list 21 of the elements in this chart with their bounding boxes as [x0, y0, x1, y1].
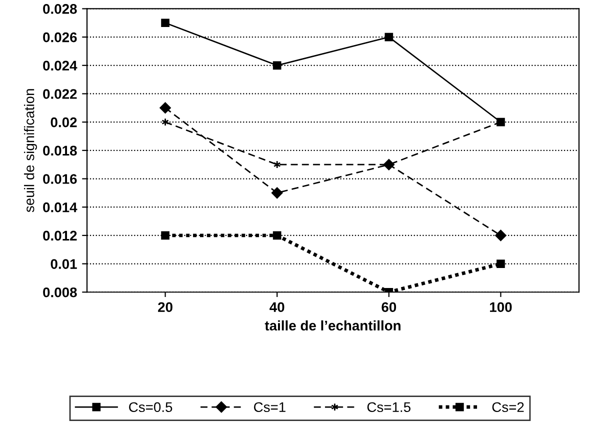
- y-axis-title: seuil de signification: [24, 89, 37, 212]
- legend-label: Cs=2: [492, 402, 524, 412]
- y-tick-label: 0.008: [43, 287, 77, 298]
- legend-label: Cs=0.5: [129, 402, 172, 412]
- y-tick-label: 0.014: [43, 202, 78, 212]
- x-axis-title: taille de l’echantillon: [264, 320, 400, 331]
- y-tick-label: 0.016: [43, 174, 77, 184]
- legend-label: Cs=1: [254, 402, 286, 412]
- y-tick-label: 0.01: [50, 259, 77, 269]
- y-tick-label: 0.012: [43, 230, 77, 241]
- x-tick-label: 20: [158, 302, 172, 312]
- x-tick-label: 60: [382, 302, 396, 312]
- y-tick-label: 0.026: [43, 32, 77, 42]
- x-tick-label: 40: [270, 302, 284, 312]
- y-tick-label: 0.024: [43, 60, 78, 71]
- y-tick-label: 0.018: [43, 146, 77, 156]
- x-tick-label: 100: [490, 302, 512, 312]
- y-tick-label: 0.02: [50, 117, 77, 128]
- y-tick-label: 0.028: [43, 4, 77, 14]
- y-tick-label: 0.022: [43, 89, 77, 99]
- legend-label: Cs=1.5: [367, 402, 410, 412]
